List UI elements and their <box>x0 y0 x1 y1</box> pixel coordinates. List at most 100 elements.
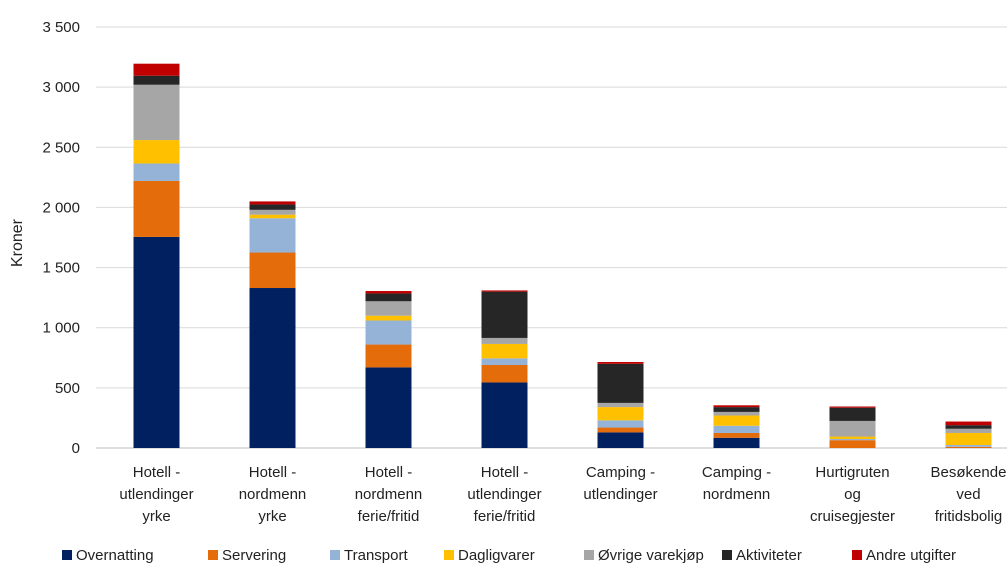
bar-segment-andre-utgifter <box>365 291 412 294</box>
bar-stack <box>945 421 992 448</box>
legend-item: Servering <box>208 547 286 564</box>
bar-segment-andre-utgifter <box>249 201 296 205</box>
bar-segment-transport <box>597 420 644 428</box>
bar-segment-øvrige-varekjøp <box>597 402 644 408</box>
legend-item: Overnatting <box>62 547 154 564</box>
x-category-label: Hurtigruten og cruisegjester <box>810 464 895 525</box>
bar-segment-øvrige-varekjøp <box>133 84 180 141</box>
bar-segment-andre-utgifter <box>133 63 180 76</box>
bar-segment-andre-utgifter <box>945 421 992 426</box>
bar-segment-dagligvarer <box>945 432 992 445</box>
legend-label: Dagligvarer <box>458 547 535 564</box>
bar-segment-servering <box>133 180 180 237</box>
y-tick-label: 1 000 <box>42 320 80 337</box>
legend-label: Øvrige varekjøp <box>598 547 704 564</box>
legend-label: Andre utgifter <box>866 547 956 564</box>
legend-item: Andre utgifter <box>852 547 956 564</box>
bar-stack <box>365 291 412 448</box>
legend-swatch <box>208 550 218 560</box>
bar-stack <box>597 361 644 448</box>
bar-segment-servering <box>829 440 876 448</box>
bar-segment-overnatting <box>249 288 296 448</box>
legend-label: Overnatting <box>76 547 154 564</box>
grid-lines <box>96 26 1007 449</box>
bar-segment-øvrige-varekjøp <box>713 411 760 416</box>
bar-segment-aktiviteter <box>713 407 760 412</box>
y-tick-label: 0 <box>72 440 80 457</box>
bar-segment-dagligvarer <box>713 415 760 426</box>
bar-segment-dagligvarer <box>365 315 412 321</box>
bar-segment-aktiviteter <box>945 425 992 429</box>
x-category-label: Hotell -nordmenn ferie/fritid <box>355 464 423 525</box>
legend-item: Øvrige varekjøp <box>584 547 704 564</box>
bar-segment-transport <box>713 425 760 433</box>
bar-segment-transport <box>481 358 528 366</box>
y-tick-label: 1 500 <box>42 260 80 277</box>
bar-segment-øvrige-varekjøp <box>829 420 876 437</box>
legend-item: Transport <box>330 547 408 564</box>
bar-segment-aktiviteter <box>133 75 180 85</box>
bar-stack <box>133 63 180 448</box>
bar-segment-dagligvarer <box>829 436 876 439</box>
legend-swatch <box>852 550 862 560</box>
legend-swatch <box>444 550 454 560</box>
bar-segment-overnatting <box>365 367 412 448</box>
legend-item: Aktiviteter <box>722 547 802 564</box>
bar-segment-aktiviteter <box>481 291 528 338</box>
y-tick-label: 3 500 <box>42 19 80 36</box>
bar-segment-aktiviteter <box>249 204 296 210</box>
x-category-label: Hotell -utlendinger yrke <box>119 464 193 525</box>
legend-swatch <box>584 550 594 560</box>
bar-segment-andre-utgifter <box>713 405 760 408</box>
bar-segment-servering <box>481 365 528 383</box>
y-tick-label: 500 <box>55 380 80 397</box>
bar-segment-aktiviteter <box>829 407 876 421</box>
bar-segment-dagligvarer <box>597 407 644 421</box>
bar-segment-overnatting <box>597 432 644 448</box>
bar-segment-overnatting <box>481 382 528 448</box>
y-axis-title: Kroner <box>9 218 26 267</box>
x-category-label: Camping -nordmenn <box>702 464 771 503</box>
bar-segment-servering <box>713 432 760 438</box>
bar-segment-overnatting <box>133 236 180 448</box>
bar-segment-øvrige-varekjøp <box>249 209 296 215</box>
y-tick-label: 2 000 <box>42 199 80 216</box>
y-axis-ticks: 0 500 1 000 1 500 2 000 2 500 3 000 3 500 <box>42 19 80 457</box>
y-tick-label: 3 000 <box>42 79 80 96</box>
x-category-label: Hotell -nordmenn yrke <box>239 464 307 525</box>
x-axis-categories: Hotell -utlendinger yrke Hotell -nordmenn y… <box>119 464 1006 525</box>
bar-stack <box>481 290 528 448</box>
bar-segment-aktiviteter <box>365 293 412 302</box>
legend-item: Dagligvarer <box>444 547 535 564</box>
legend-swatch <box>722 550 732 560</box>
bar-segment-andre-utgifter <box>481 290 528 292</box>
bar-segment-dagligvarer <box>249 214 296 219</box>
bar-segment-øvrige-varekjøp <box>945 428 992 433</box>
legend-label: Aktiviteter <box>736 547 802 564</box>
y-tick-label: 2 500 <box>42 139 80 156</box>
x-category-label: Camping -utlendinger <box>583 464 657 503</box>
bar-stack <box>249 201 296 448</box>
bar-segment-transport <box>133 163 180 181</box>
bar-segment-transport <box>365 320 412 345</box>
bar-segment-servering <box>249 252 296 289</box>
legend-swatch <box>330 550 340 560</box>
bar-segment-dagligvarer <box>481 343 528 359</box>
legend: Overnatting Servering Transport Dagligvarer… <box>62 547 956 564</box>
bar-stack <box>713 405 760 448</box>
bar-segment-øvrige-varekjøp <box>365 301 412 316</box>
x-category-label: Hotell -utlendinger ferie/fritid <box>467 464 541 525</box>
bar-segment-andre-utgifter <box>829 406 876 408</box>
legend-swatch <box>62 550 72 560</box>
bar-segment-dagligvarer <box>133 140 180 164</box>
bar-segment-transport <box>945 444 992 447</box>
bar-segment-servering <box>365 344 412 368</box>
bar-stack <box>829 406 876 448</box>
bar-segment-øvrige-varekjøp <box>481 337 528 344</box>
x-category-label: Besøkende ved fritidsbolig <box>931 464 1007 525</box>
legend-label: Transport <box>344 547 408 564</box>
legend-label: Servering <box>222 547 286 564</box>
bar-segment-aktiviteter <box>597 363 644 403</box>
